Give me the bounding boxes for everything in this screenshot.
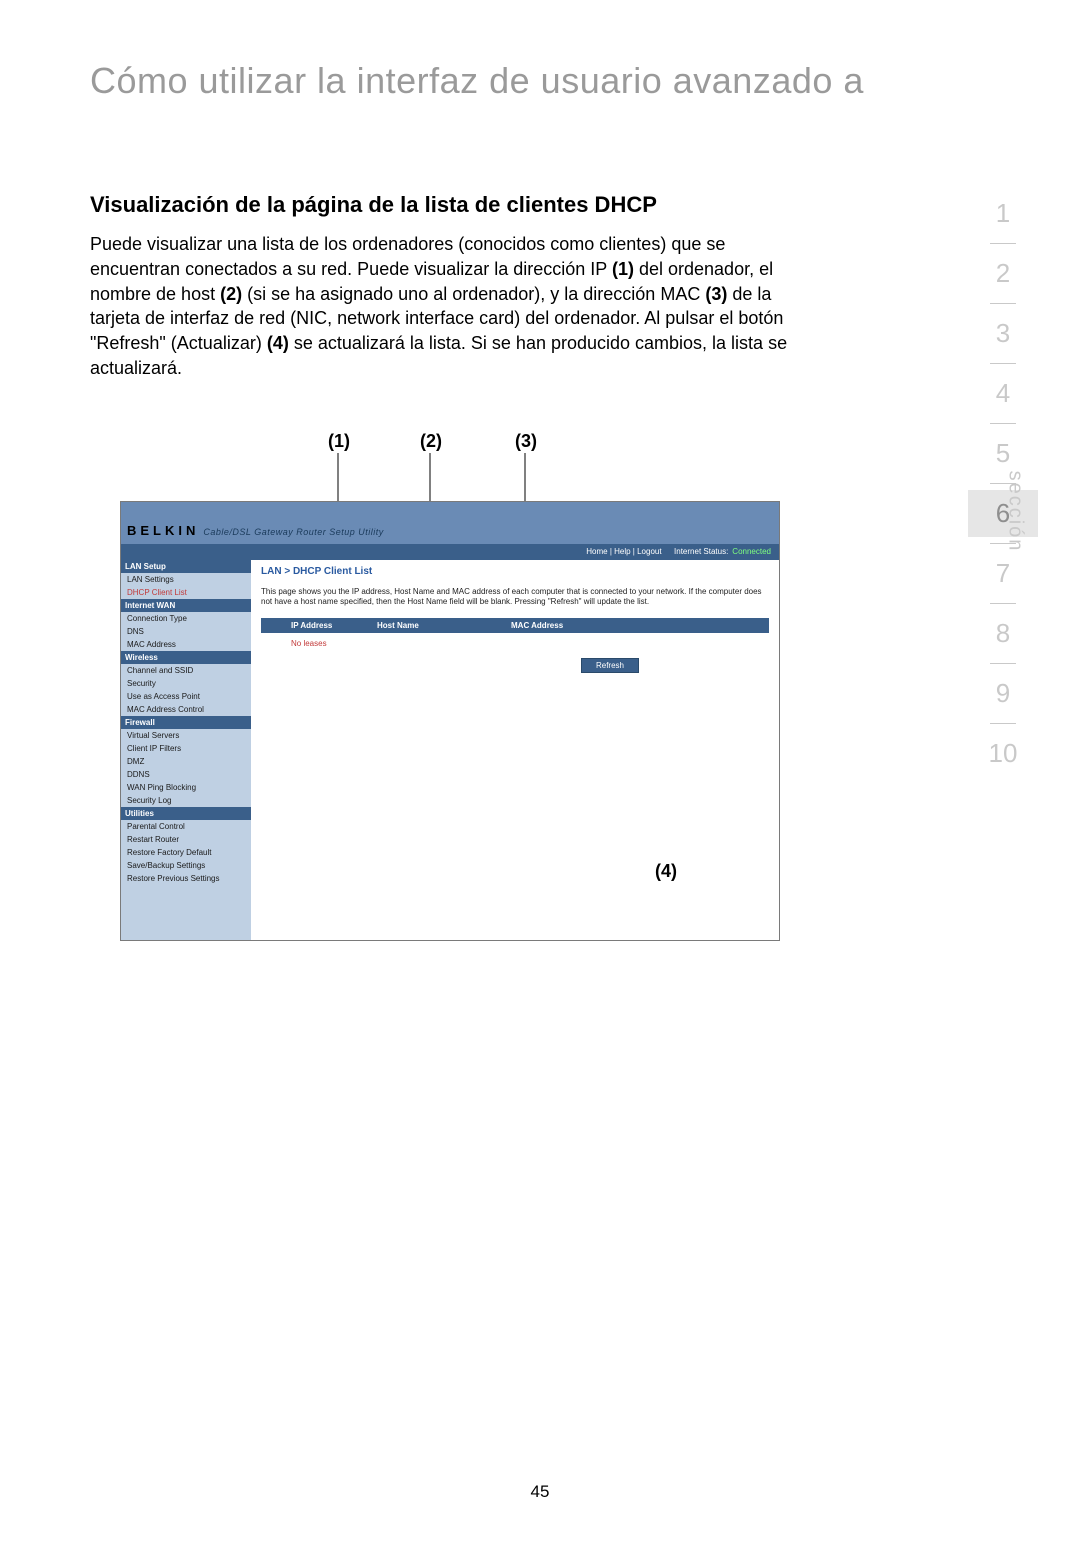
sidebar-item[interactable]: Security Log (121, 794, 251, 807)
sidebar-item[interactable]: Restart Router (121, 833, 251, 846)
table-header: IP Address Host Name MAC Address (261, 618, 769, 633)
sidebar-item[interactable]: DDNS (121, 768, 251, 781)
sidebar-item[interactable]: WAN Ping Blocking (121, 781, 251, 794)
main-panel: LAN > DHCP Client List This page shows y… (251, 560, 779, 940)
brand-name: BELKIN (127, 523, 199, 538)
col-host: Host Name (371, 618, 471, 633)
sidebar-heading: Wireless (121, 651, 251, 664)
sidebar-item[interactable]: Parental Control (121, 820, 251, 833)
section-nav-item[interactable]: 7 (968, 550, 1038, 597)
section-nav-item[interactable]: 1 (968, 190, 1038, 237)
callout-2: (2) (420, 431, 442, 452)
sidebar-item[interactable]: Save/Backup Settings (121, 859, 251, 872)
page-title: Cómo utilizar la interfaz de usuario ava… (90, 60, 990, 102)
nav-separator (990, 723, 1016, 724)
callout-3: (3) (515, 431, 537, 452)
page-description: This page shows you the IP address, Host… (261, 587, 769, 608)
nav-separator (990, 363, 1016, 364)
nav-separator (990, 663, 1016, 664)
sidebar-heading: Firewall (121, 716, 251, 729)
status-value: Connected (732, 547, 771, 556)
sidebar-heading: Utilities (121, 807, 251, 820)
sidebar-item[interactable]: DHCP Client List (121, 586, 251, 599)
section-nav-item[interactable]: 3 (968, 310, 1038, 357)
col-ip: IP Address (261, 618, 371, 633)
page-number: 45 (0, 1482, 1080, 1502)
status-label: Internet Status: (674, 547, 728, 556)
sidebar-item[interactable]: MAC Address (121, 638, 251, 651)
section-nav-item[interactable]: 2 (968, 250, 1038, 297)
sidebar-item[interactable]: Client IP Filters (121, 742, 251, 755)
sidebar-heading: Internet WAN (121, 599, 251, 612)
section-nav-item[interactable]: 9 (968, 670, 1038, 717)
sidebar-item[interactable]: Security (121, 677, 251, 690)
brand-subtitle: Cable/DSL Gateway Router Setup Utility (203, 527, 383, 537)
sidebar-item[interactable]: Channel and SSID (121, 664, 251, 677)
router-ui-screenshot: BELKIN Cable/DSL Gateway Router Setup Ut… (120, 501, 780, 941)
top-bar: Home | Help | Logout Internet Status: Co… (121, 544, 779, 560)
sidebar: LAN SetupLAN SettingsDHCP Client ListInt… (121, 560, 251, 940)
sidebar-heading: LAN Setup (121, 560, 251, 573)
section-nav-item[interactable]: 8 (968, 610, 1038, 657)
callout-row: (1) (2) (3) (120, 431, 990, 501)
no-leases: No leases (261, 633, 769, 654)
sidebar-item[interactable]: Use as Access Point (121, 690, 251, 703)
nav-separator (990, 423, 1016, 424)
nav-separator (990, 603, 1016, 604)
sidebar-item[interactable]: Restore Previous Settings (121, 872, 251, 885)
sidebar-item[interactable]: Connection Type (121, 612, 251, 625)
section-nav-item[interactable]: 10 (968, 730, 1038, 777)
sidebar-item[interactable]: MAC Address Control (121, 703, 251, 716)
callout-4: (4) (655, 861, 677, 882)
sidebar-item[interactable]: DNS (121, 625, 251, 638)
brand-logo: BELKIN Cable/DSL Gateway Router Setup Ut… (121, 523, 384, 544)
refresh-button[interactable]: Refresh (581, 658, 639, 673)
sidebar-item[interactable]: LAN Settings (121, 573, 251, 586)
section-label: sección (1004, 471, 1027, 553)
topbar-links[interactable]: Home | Help | Logout (586, 547, 661, 556)
section-subtitle: Visualización de la página de la lista d… (90, 192, 990, 218)
callout-1: (1) (328, 431, 350, 452)
sidebar-item[interactable]: Virtual Servers (121, 729, 251, 742)
sidebar-item[interactable]: Restore Factory Default (121, 846, 251, 859)
sidebar-item[interactable]: DMZ (121, 755, 251, 768)
nav-separator (990, 303, 1016, 304)
section-nav-item[interactable]: 4 (968, 370, 1038, 417)
breadcrumb: LAN > DHCP Client List (261, 566, 769, 577)
nav-separator (990, 243, 1016, 244)
col-mac: MAC Address (471, 618, 769, 633)
body-paragraph: Puede visualizar una lista de los ordena… (90, 232, 810, 381)
